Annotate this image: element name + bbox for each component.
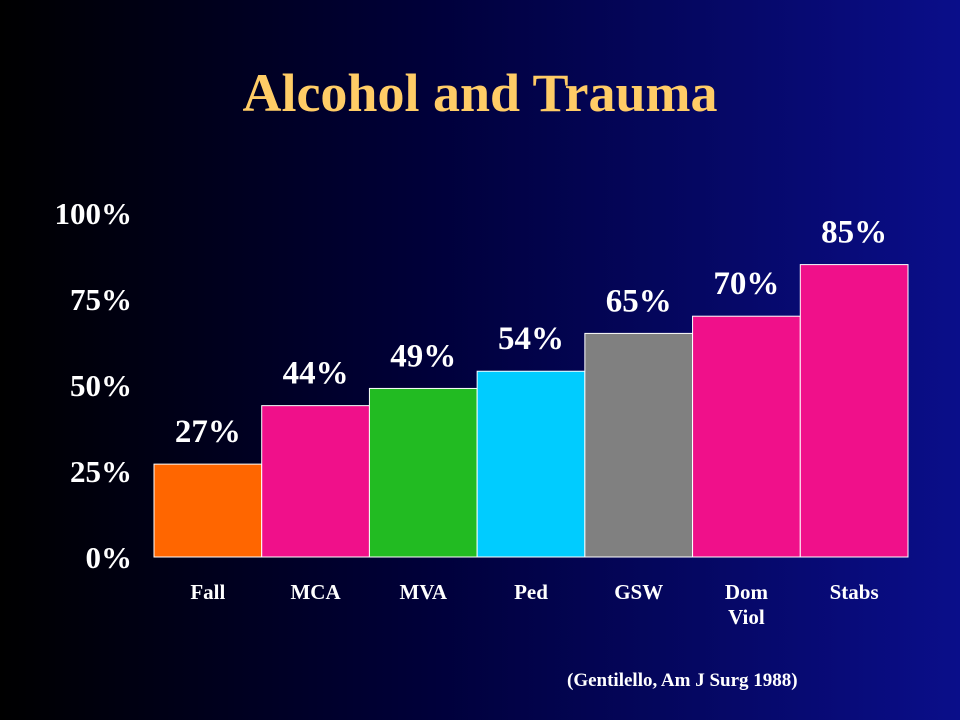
x-tick-label: Fall	[190, 580, 225, 604]
x-tick-label: GSW	[614, 580, 663, 604]
x-tick-label: MCA	[290, 580, 341, 604]
y-tick-label: 50%	[70, 368, 132, 403]
x-tick-label: MVA	[400, 580, 448, 604]
x-tick-label: Dom	[725, 580, 769, 604]
slide-title: Alcohol and Trauma	[242, 63, 718, 123]
data-label: 27%	[175, 414, 241, 450]
bar-dom-viol	[692, 315, 801, 558]
bar-mca	[261, 405, 370, 558]
data-label: 65%	[606, 283, 672, 319]
x-tick-label: Ped	[514, 580, 548, 604]
bar-mva	[368, 387, 478, 558]
y-tick-label: 0%	[86, 540, 133, 575]
x-tick-label: Stabs	[830, 580, 879, 604]
x-tick-label: Viol	[728, 605, 765, 629]
bar-fall	[153, 463, 263, 558]
data-label: 54%	[498, 321, 564, 357]
y-tick-label: 75%	[70, 282, 132, 317]
data-label: 44%	[283, 356, 349, 392]
bar-ped	[476, 370, 586, 558]
bar-gsw	[584, 332, 694, 558]
y-tick-label: 100%	[55, 196, 133, 231]
data-label: 85%	[821, 215, 887, 251]
data-label: 70%	[713, 266, 779, 302]
data-label: 49%	[390, 338, 456, 374]
source-citation: (Gentilello, Am J Surg 1988)	[567, 670, 798, 691]
bar-stabs	[799, 264, 909, 558]
y-tick-label: 25%	[70, 454, 132, 489]
